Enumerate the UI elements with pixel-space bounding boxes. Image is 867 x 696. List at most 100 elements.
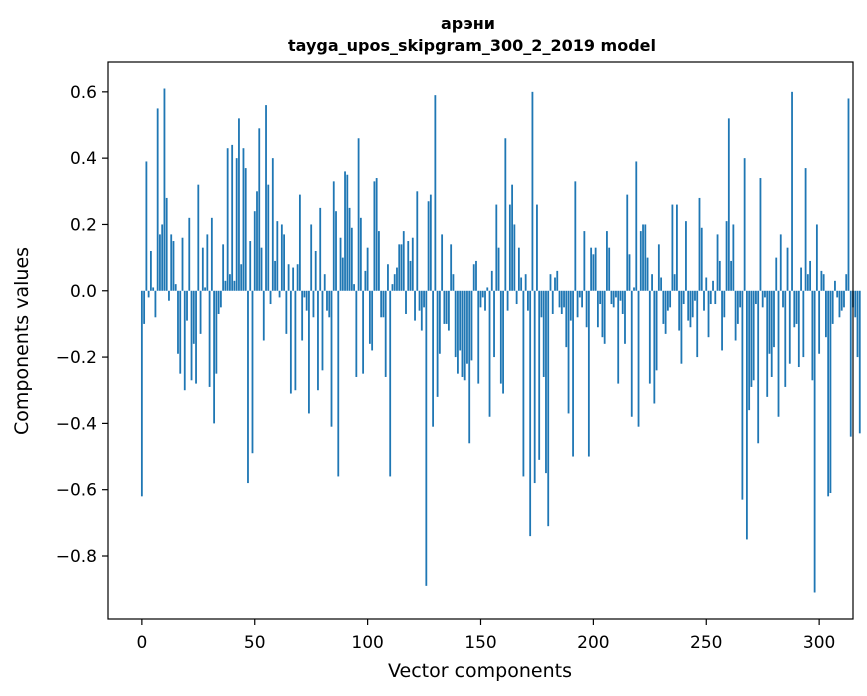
bar-284 [782, 290, 784, 308]
bar-217 [630, 290, 633, 417]
bar-275 [761, 290, 764, 308]
bar-99 [364, 270, 367, 291]
bar-30 [208, 290, 211, 387]
x-axis-label: Vector components [388, 660, 572, 682]
bar-264 [736, 290, 739, 324]
bar-117 [405, 290, 407, 314]
bar-46 [244, 168, 247, 291]
bar-85 [332, 181, 335, 291]
bar-126 [425, 290, 428, 586]
bar-11 [165, 197, 168, 291]
bar-314 [849, 290, 852, 437]
bar-178 [542, 290, 545, 377]
bar-311 [843, 290, 845, 308]
bar-53 [260, 247, 263, 291]
y-axis: −0.8 −0.6 −0.4 −0.2 0.0 0.2 0.4 0.6 [56, 83, 108, 567]
bar-146 [470, 290, 473, 361]
bar-25 [197, 184, 200, 291]
bar-83 [328, 290, 331, 318]
bar-33 [215, 290, 218, 374]
bar-199 [590, 247, 593, 291]
y-tick-label: 0.6 [70, 83, 97, 103]
bar-180 [547, 290, 550, 527]
bar-129 [432, 290, 434, 427]
bar-309 [838, 290, 841, 318]
bar-305 [829, 290, 832, 494]
bar-231 [662, 290, 665, 324]
y-tick-label: −0.8 [56, 547, 97, 567]
bar-307 [834, 280, 836, 291]
x-tick-label: 250 [690, 633, 722, 653]
bar-70 [298, 194, 301, 291]
bar-141 [459, 290, 462, 351]
bar-246 [696, 290, 699, 358]
bar-221 [639, 231, 642, 291]
bar-89 [341, 257, 344, 291]
bar-17 [179, 290, 182, 374]
bar-301 [820, 270, 823, 291]
bar-259 [725, 221, 728, 291]
bar-248 [700, 227, 703, 291]
bar-4 [149, 250, 152, 291]
bar-9 [161, 224, 164, 291]
bar-223 [644, 224, 647, 291]
bar-216 [628, 254, 631, 291]
bar-200 [592, 254, 595, 291]
bar-227 [653, 290, 656, 404]
bar-120 [411, 237, 414, 291]
bar-204 [601, 290, 604, 338]
bar-134 [443, 290, 446, 324]
bar-65 [287, 264, 290, 291]
x-tick-label: 0 [136, 633, 147, 653]
bar-164 [511, 184, 514, 291]
bar-72 [303, 290, 306, 298]
x-tick-label: 150 [464, 633, 496, 653]
bar-313 [847, 98, 850, 291]
bar-249 [703, 290, 705, 311]
bar-66 [289, 290, 292, 394]
bar-258 [723, 290, 726, 318]
bar-48 [249, 241, 252, 291]
bar-138 [452, 274, 455, 291]
bar-207 [608, 247, 611, 291]
bar-144 [466, 290, 468, 364]
bar-31 [210, 217, 213, 291]
bar-80 [321, 290, 324, 371]
bar-124 [420, 290, 423, 331]
bar-81 [323, 274, 326, 291]
bar-93 [350, 227, 353, 291]
bar-0 [140, 290, 143, 497]
y-tick-label: −0.2 [56, 348, 97, 368]
bar-142 [461, 290, 464, 377]
bar-131 [436, 290, 439, 397]
bar-112 [393, 274, 396, 291]
bar-233 [666, 290, 669, 311]
bar-57 [269, 290, 272, 305]
bar-181 [549, 274, 552, 291]
x-axis: 0 50 100 150 200 250 300 [136, 619, 835, 653]
bar-163 [508, 204, 511, 291]
bar-98 [362, 290, 365, 374]
bar-208 [610, 290, 613, 305]
bar-64 [285, 290, 288, 334]
bar-32 [213, 290, 216, 424]
bar-127 [427, 201, 430, 291]
bar-273 [757, 290, 760, 444]
bar-206 [606, 231, 608, 291]
bar-118 [407, 241, 410, 291]
bar-38 [226, 148, 229, 291]
bar-92 [348, 207, 351, 291]
bar-172 [529, 290, 532, 537]
bar-186 [560, 290, 563, 314]
bar-290 [795, 290, 798, 324]
bar-12 [168, 290, 170, 301]
bar-292 [800, 267, 802, 291]
bar-90 [344, 171, 346, 291]
bar-300 [818, 290, 821, 354]
bar-154 [488, 290, 491, 417]
bar-122 [416, 191, 419, 291]
bar-192 [574, 181, 577, 291]
bar-43 [238, 118, 240, 291]
bar-177 [540, 290, 543, 318]
bar-220 [637, 290, 640, 427]
